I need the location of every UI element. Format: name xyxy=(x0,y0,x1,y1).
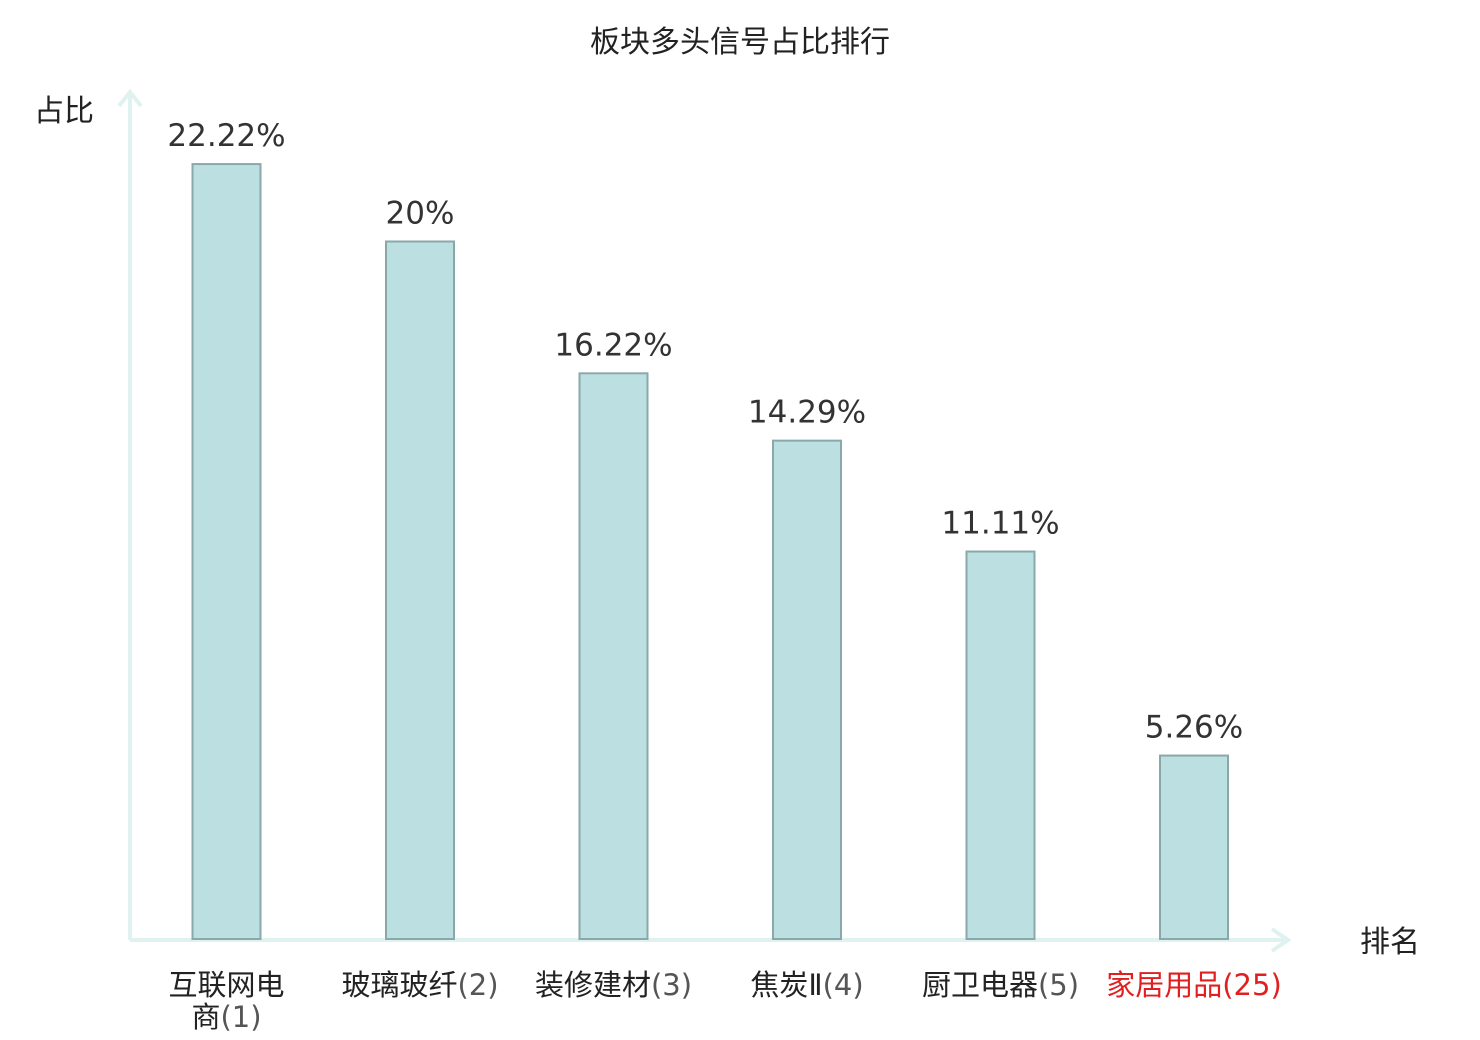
x-tick-rank: (1) xyxy=(220,1000,261,1034)
y-axis-arrow xyxy=(117,88,143,108)
bar-value-label: 11.11% xyxy=(941,506,1059,542)
x-tick-rank: (2) xyxy=(457,968,498,1002)
x-tick-label: 互联网电商(1) xyxy=(168,968,284,1034)
value-labels-group: 22.22% 20% 16.22% 14.29% 11.11% 5.26% xyxy=(167,118,1243,745)
bar xyxy=(772,439,842,940)
x-tick-rank: (25) xyxy=(1222,968,1282,1002)
x-tick-name: 装修建材 xyxy=(535,968,651,1002)
bar xyxy=(191,163,262,940)
x-tick-label-line1: 互联网电 xyxy=(168,968,284,1002)
category-labels-group: 互联网电商(1)玻璃玻纤(2) 装修建材(3) 焦炭Ⅱ(4) 厨卫电器(5) 家居用品(… xyxy=(168,968,1281,1034)
bar xyxy=(578,372,649,940)
x-tick-rank: (4) xyxy=(823,968,864,1002)
bar xyxy=(385,240,455,940)
x-tick-label: 装修建材(3) xyxy=(535,968,692,1002)
bar-value-label: 5.26% xyxy=(1145,710,1243,746)
x-tick-label: 玻璃玻纤(2) xyxy=(341,968,498,1002)
bar-value-label: 22.22% xyxy=(167,118,285,154)
x-tick-name: 厨卫电器 xyxy=(922,968,1038,1002)
x-axis-label: 排名 xyxy=(1360,925,1420,960)
bars-group xyxy=(191,163,1229,940)
x-tick-label-line2: 商 xyxy=(191,1000,220,1034)
x-tick-name: 玻璃玻纤 xyxy=(341,968,457,1002)
x-tick-label: 家居用品(25) xyxy=(1106,968,1282,1002)
y-axis-label: 占比 xyxy=(34,94,94,129)
chart-title: 板块多头信号占比排行 xyxy=(590,25,890,60)
x-tick-label: 焦炭Ⅱ(4) xyxy=(750,968,863,1002)
bar xyxy=(965,550,1036,940)
x-tick-name: 家居用品 xyxy=(1106,968,1222,1002)
bar-value-label: 14.29% xyxy=(748,395,866,431)
x-tick-label: 厨卫电器(5) xyxy=(922,968,1079,1002)
x-tick-rank: (3) xyxy=(651,968,692,1002)
bar-value-label: 16.22% xyxy=(554,327,672,363)
x-tick-name: 焦炭Ⅱ xyxy=(750,968,822,1002)
x-tick-rank: (5) xyxy=(1038,968,1079,1002)
bar-value-label: 20% xyxy=(386,196,455,232)
bar xyxy=(1159,754,1229,940)
x-axis-arrow xyxy=(1270,927,1292,953)
